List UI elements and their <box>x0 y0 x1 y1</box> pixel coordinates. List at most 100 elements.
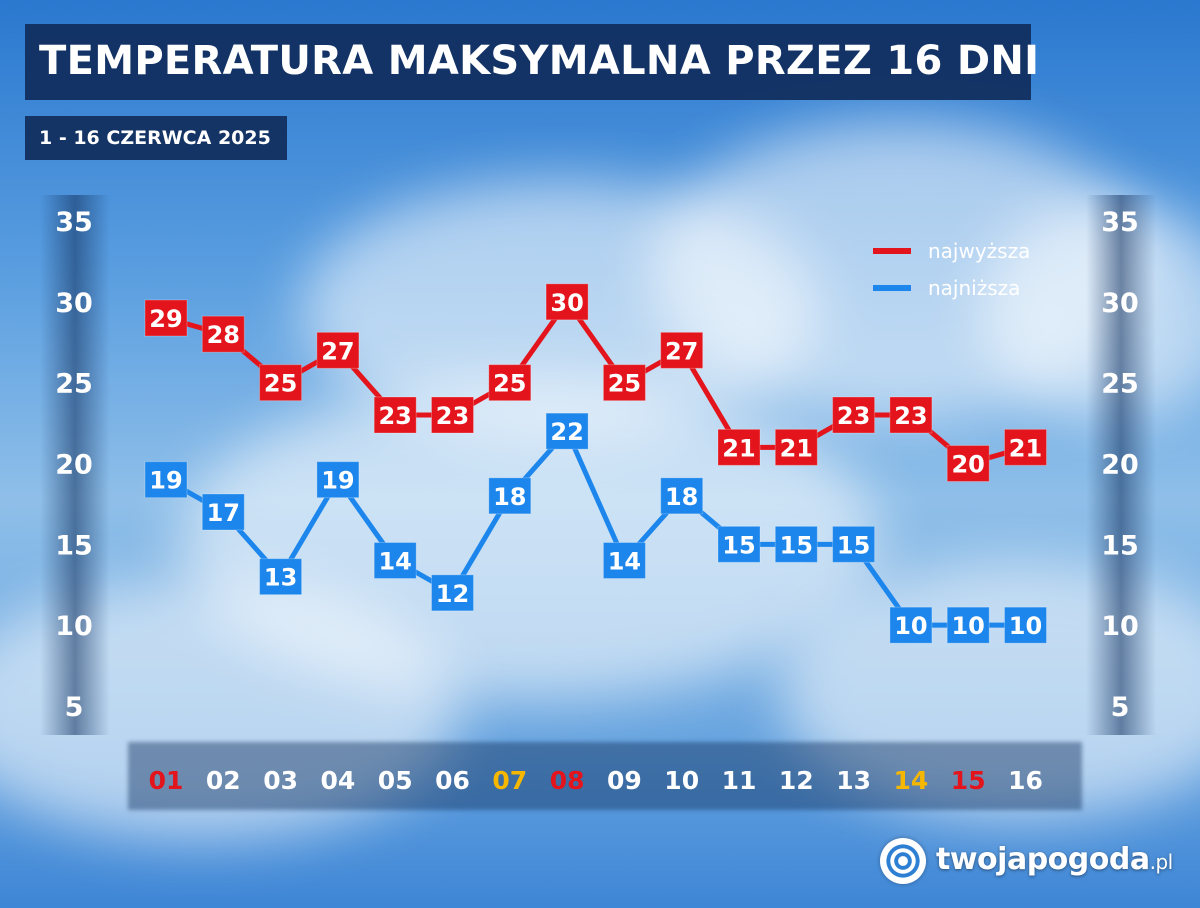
x-axis-strip <box>128 742 1082 810</box>
data-point-marker <box>1004 428 1047 466</box>
data-label: 27 <box>321 337 354 365</box>
data-label: 14 <box>378 548 411 576</box>
data-point-marker <box>373 542 417 579</box>
data-point-marker <box>259 364 303 402</box>
data-point-marker <box>431 574 474 612</box>
y-tick-label-left: 10 <box>55 611 93 642</box>
data-label: 18 <box>493 483 526 511</box>
data-point-marker <box>201 493 245 531</box>
right-axis-strip <box>1086 195 1156 735</box>
data-point-marker <box>717 428 761 466</box>
left-axis-strip <box>40 195 110 735</box>
data-label: 29 <box>149 305 182 333</box>
data-point-marker <box>431 396 474 434</box>
y-tick-label-right: 10 <box>1101 611 1139 642</box>
data-label: 25 <box>264 370 297 398</box>
y-tick-label-right: 25 <box>1101 369 1139 400</box>
data-point-marker <box>602 364 646 402</box>
data-label: 10 <box>1009 612 1042 640</box>
data-point-marker <box>832 396 876 434</box>
data-label: 14 <box>608 548 641 576</box>
data-point-marker <box>316 331 360 369</box>
x-tick-label: 07 <box>492 766 527 795</box>
data-label: 25 <box>608 370 641 398</box>
data-point-marker <box>1004 606 1047 644</box>
y-tick-label-right: 20 <box>1101 450 1139 481</box>
data-label: 21 <box>722 434 755 462</box>
logo-suffix: .pl <box>1149 850 1174 874</box>
data-label: 12 <box>436 580 469 608</box>
data-label: 19 <box>321 467 354 495</box>
x-tick-label: 15 <box>951 766 986 795</box>
data-point-marker <box>488 364 532 402</box>
data-point-marker <box>144 299 188 337</box>
y-tick-label-right: 15 <box>1101 530 1139 561</box>
data-label: 18 <box>665 483 698 511</box>
data-label: 19 <box>149 467 182 495</box>
data-point-marker <box>660 331 704 369</box>
data-point-marker <box>717 525 761 563</box>
data-label: 17 <box>207 499 240 527</box>
data-point-marker <box>545 283 589 321</box>
x-tick-label: 08 <box>550 766 585 795</box>
data-label: 28 <box>207 321 240 349</box>
data-label: 15 <box>722 531 755 559</box>
logo-name: twojapogoda <box>936 842 1150 877</box>
data-point-marker <box>488 477 532 515</box>
x-tick-label: 04 <box>321 766 356 795</box>
data-point-marker <box>259 558 303 596</box>
x-tick-label: 12 <box>779 766 814 795</box>
data-point-marker <box>774 525 818 563</box>
data-label: 30 <box>550 289 583 317</box>
data-label: 23 <box>837 402 870 430</box>
x-tick-label: 11 <box>722 766 757 795</box>
data-point-marker <box>545 412 589 450</box>
y-tick-label-left: 25 <box>55 369 93 400</box>
data-point-marker <box>774 428 818 466</box>
page-title: TEMPERATURA MAKSYMALNA PRZEZ 16 DNI <box>39 38 1040 84</box>
x-tick-label: 03 <box>263 766 298 795</box>
data-point-marker <box>946 606 990 644</box>
x-tick-label: 16 <box>1008 766 1043 795</box>
x-tick-label: 02 <box>206 766 241 795</box>
x-tick-label: 01 <box>149 766 184 795</box>
y-tick-label-left: 5 <box>65 692 84 723</box>
data-point-marker <box>832 525 876 563</box>
series-line-low <box>164 428 1026 628</box>
logo-icon <box>880 838 926 884</box>
data-point-marker <box>660 477 704 515</box>
data-label: 20 <box>951 451 984 479</box>
y-tick-label-left: 20 <box>55 450 93 481</box>
page-subtitle: 1 - 16 CZERWCA 2025 <box>39 127 271 149</box>
x-tick-label: 13 <box>836 766 871 795</box>
y-tick-label-left: 30 <box>55 288 93 319</box>
data-label: 25 <box>493 370 526 398</box>
x-tick-label: 05 <box>378 766 413 795</box>
x-tick-label: 06 <box>435 766 470 795</box>
data-label: 10 <box>894 612 927 640</box>
y-tick-label-left: 15 <box>55 530 93 561</box>
data-point-marker <box>373 396 417 434</box>
data-label: 22 <box>550 418 583 446</box>
x-tick-label: 10 <box>664 766 699 795</box>
data-point-marker <box>201 315 245 353</box>
x-tick-label: 14 <box>894 766 929 795</box>
data-point-marker <box>144 461 188 499</box>
data-point-marker <box>602 542 646 579</box>
y-tick-label-left: 35 <box>55 207 93 238</box>
data-label: 23 <box>378 402 411 430</box>
data-label: 10 <box>951 612 984 640</box>
data-label: 23 <box>894 402 927 430</box>
legend-label: najniższa <box>928 276 1020 300</box>
brand-logo[interactable]: twojapogoda.pl <box>880 838 1180 888</box>
data-label: 21 <box>780 434 813 462</box>
series-line-high <box>165 299 1027 466</box>
data-label: 27 <box>665 337 698 365</box>
data-label: 21 <box>1009 434 1042 462</box>
data-point-marker <box>889 606 933 644</box>
data-point-marker <box>946 445 990 482</box>
x-tick-label: 09 <box>607 766 642 795</box>
data-label: 15 <box>837 531 870 559</box>
y-tick-label-right: 5 <box>1111 692 1130 723</box>
